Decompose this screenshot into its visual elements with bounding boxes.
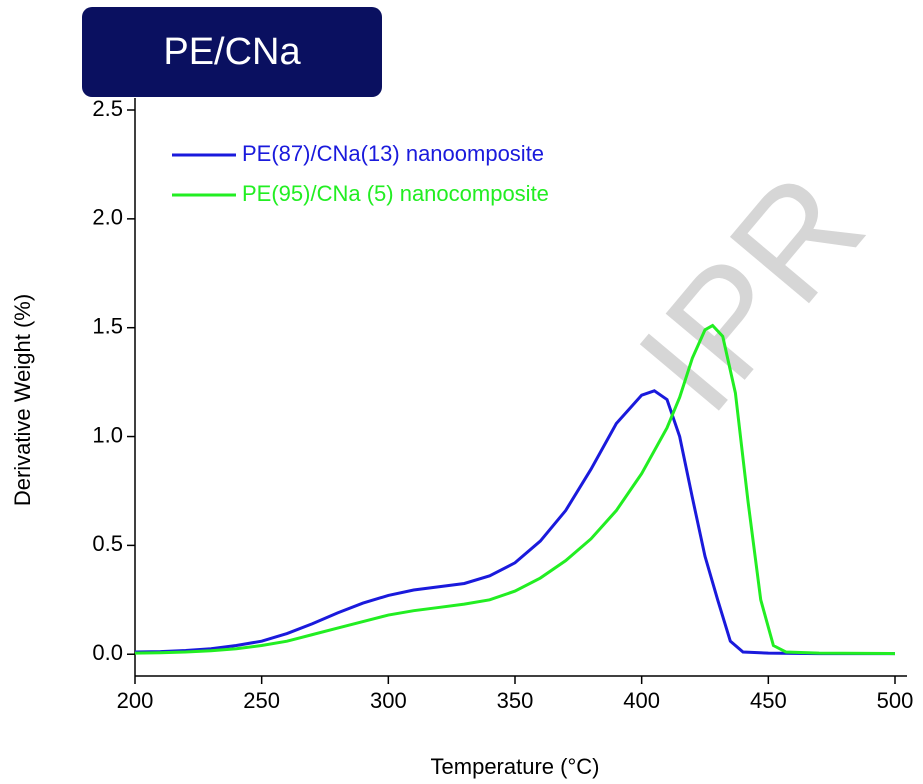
- x-tick-label: 350: [497, 688, 534, 713]
- legend-label: PE(95)/CNa (5) nanocomposite: [242, 181, 549, 206]
- legend-label: PE(87)/CNa(13) nanoomposite: [242, 141, 544, 166]
- x-tick-label: 450: [750, 688, 787, 713]
- y-tick-label: 1.5: [92, 314, 123, 339]
- watermark: IPR: [606, 142, 895, 442]
- x-tick-label: 400: [623, 688, 660, 713]
- x-tick-label: 250: [243, 688, 280, 713]
- title-box: [82, 7, 382, 97]
- chart-title: PE/CNa: [163, 31, 301, 73]
- y-axis-label: Derivative Weight (%): [10, 294, 35, 506]
- y-tick-label: 2.5: [92, 96, 123, 121]
- data-line: [134, 389, 895, 656]
- x-tick-label: 500: [877, 688, 914, 713]
- y-tick-label: 0.5: [92, 531, 123, 556]
- x-tick-label: 300: [370, 688, 407, 713]
- y-tick-label: 2.0: [92, 205, 123, 230]
- y-tick-label: 0.0: [92, 640, 123, 665]
- x-axis-label: Temperature (°C): [431, 754, 600, 779]
- y-tick-label: 1.0: [92, 422, 123, 447]
- x-tick-label: 200: [117, 688, 154, 713]
- data-line: [134, 323, 896, 656]
